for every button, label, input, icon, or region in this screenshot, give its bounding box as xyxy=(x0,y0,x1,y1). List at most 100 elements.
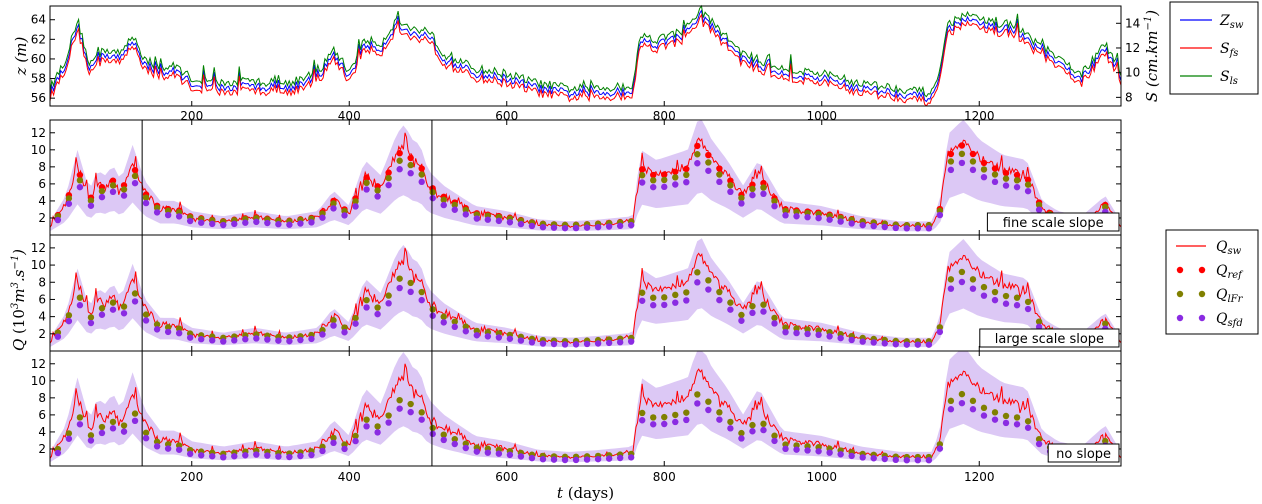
point-Q_lFr xyxy=(716,409,723,416)
panel-label-box xyxy=(979,328,1120,348)
point-Q_lFr xyxy=(958,390,966,398)
point-Q_sfd xyxy=(969,285,977,292)
point-Q_sfd xyxy=(705,167,712,174)
point-Q_ref xyxy=(694,142,701,150)
top-ytick-label: 58 xyxy=(31,72,46,86)
point-Q_lFr xyxy=(363,416,370,423)
point-Q_lFr xyxy=(87,432,95,439)
point-Q_sfd xyxy=(627,454,635,461)
point-Q_ref xyxy=(947,150,955,158)
point-Q_sfd xyxy=(352,203,359,210)
point-Q_lFr xyxy=(771,314,778,322)
discharge-ylabel: Q (103m3.s−1) xyxy=(10,249,28,351)
point-Q_sfd xyxy=(264,452,271,459)
point-Q_sfd xyxy=(892,456,899,464)
point-Q_lFr xyxy=(65,430,73,437)
point-Q_ref xyxy=(980,159,988,167)
ytick-label: 4 xyxy=(38,310,46,324)
point-Q_sfd xyxy=(109,425,117,432)
point-Q_ref xyxy=(396,149,403,157)
point-Q_lFr xyxy=(782,324,789,331)
point-Q_sfd xyxy=(374,310,381,318)
point-Q_sfd xyxy=(220,454,227,461)
point-Q_sfd xyxy=(528,454,536,462)
point-Q_lFr xyxy=(164,324,172,331)
point-Q_sfd xyxy=(429,312,436,319)
point-Q_sfd xyxy=(639,417,646,424)
point-Q_lFr xyxy=(760,420,767,428)
ytick-label: 6 xyxy=(38,408,46,422)
point-Q_sfd xyxy=(980,412,988,419)
point-Q_sfd xyxy=(661,420,668,428)
point-Q_sfd xyxy=(1024,305,1032,313)
point-Q_sfd xyxy=(903,457,910,464)
point-Q_sfd xyxy=(164,328,172,336)
point-Q_sfd xyxy=(330,439,337,447)
point-Q_lFr xyxy=(738,311,745,319)
point-Q_lFr xyxy=(958,268,966,276)
point-Q_lFr xyxy=(771,432,778,439)
point-Q_lFr xyxy=(385,292,392,299)
point-Q_sfd xyxy=(980,173,988,181)
point-Q_sfd xyxy=(87,437,95,444)
point-Q_sfd xyxy=(958,159,966,167)
point-Q_sfd xyxy=(958,399,966,407)
point-Q_sfd xyxy=(1002,300,1010,307)
point-Q_sfd xyxy=(661,301,668,309)
point-Q_lFr xyxy=(76,294,84,301)
point-Q_lFr xyxy=(1024,181,1032,188)
xtick-label: 600 xyxy=(495,470,518,484)
point-Q_sfd xyxy=(727,306,734,313)
point-Q_sfd xyxy=(131,298,139,305)
point-Q_sfd xyxy=(705,286,712,293)
point-Q_ref xyxy=(363,174,370,182)
point-Q_sfd xyxy=(341,445,348,453)
point-Q_sfd xyxy=(308,451,315,459)
point-Q_sfd xyxy=(242,219,249,226)
point-Q_sfd xyxy=(572,341,580,348)
point-Q_lFr xyxy=(661,413,668,421)
point-Q_sfd xyxy=(363,423,370,430)
point-Q_sfd xyxy=(583,456,591,463)
top-ytick-label: 60 xyxy=(31,52,46,66)
point-Q_sfd xyxy=(198,219,205,226)
point-Q_sfd xyxy=(859,221,866,229)
point-Q_sfd xyxy=(771,320,778,327)
point-Q_sfd xyxy=(1024,424,1032,431)
point-Q_lFr xyxy=(793,325,800,332)
top-ytick-right-label: 10 xyxy=(1125,66,1140,80)
point-Q_sfd xyxy=(672,299,679,306)
point-Q_lFr xyxy=(87,197,95,204)
point-Q_sfd xyxy=(594,340,602,347)
point-Q_sfd xyxy=(407,288,414,296)
point-Q_sfd xyxy=(870,455,877,462)
point-Q_sfd xyxy=(220,221,227,229)
point-Q_sfd xyxy=(473,332,481,339)
point-Q_lFr xyxy=(969,276,977,283)
point-Q_ref xyxy=(131,166,139,174)
point-Q_sfd xyxy=(175,446,183,453)
point-Q_sfd xyxy=(815,214,822,222)
point-Q_sfd xyxy=(947,166,955,174)
point-Q_sfd xyxy=(914,457,922,464)
point-Q_ref xyxy=(672,168,679,175)
point-Q_lFr xyxy=(120,303,128,310)
point-Q_sfd xyxy=(319,447,326,455)
point-Q_sfd xyxy=(220,338,227,345)
point-Q_sfd xyxy=(120,428,128,435)
ytick-label: 10 xyxy=(31,374,46,388)
point-Q_sfd xyxy=(120,192,128,199)
point-Q_lFr xyxy=(727,418,734,426)
point-Q_sfd xyxy=(153,326,161,333)
panel-label-box xyxy=(1047,443,1120,463)
point-Q_lFr xyxy=(142,429,150,436)
point-Q_lFr xyxy=(639,289,646,296)
point-Q_sfd xyxy=(605,223,613,230)
ytick-label: 10 xyxy=(31,143,46,157)
point-Q_sfd xyxy=(672,418,679,426)
point-Q_sfd xyxy=(583,340,591,348)
point-Q_sfd xyxy=(109,188,117,196)
point-Q_sfd xyxy=(760,190,767,198)
point-Q_sfd xyxy=(1002,419,1010,427)
point-Q_lFr xyxy=(153,204,161,212)
